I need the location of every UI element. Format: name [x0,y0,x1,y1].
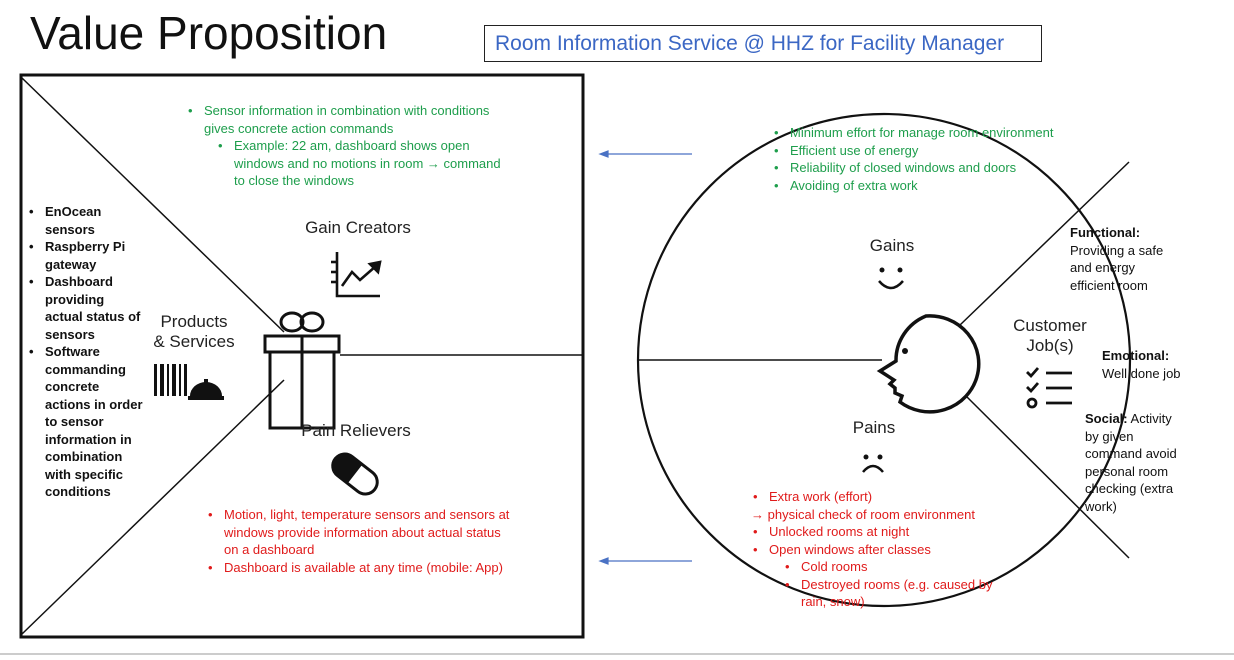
subtitle: Room Information Service @ HHZ for Facil… [495,32,1005,55]
social-label: Social: [1085,411,1128,426]
products-list: EnOcean sensors Raspberry Pi gateway Das… [27,203,145,501]
pain-relievers-list: Motion, light, temperature sensors and s… [206,506,516,576]
product-item: Dashboard providing actual status of sen… [27,273,145,343]
pain-relievers-label: Pain Relievers [301,421,411,440]
emotional-job: Emotional: Well done job [1102,347,1202,382]
face-icon [876,314,981,414]
circle-diagonal-bottom [964,394,1130,559]
gain-creator-item: Sensor information in combination with c… [186,102,506,137]
pain-reliever-item: Dashboard is available at any time (mobi… [206,559,516,577]
barcode-bell-icon [154,364,224,400]
social-text: Activity by given command avoid personal… [1085,411,1177,514]
checklist-icon [1026,367,1072,409]
social-job: Social: Activity by given command avoid … [1085,410,1185,515]
emotional-text: Well done job [1102,365,1181,381]
page-title: Value Proposition [30,7,388,59]
jobs-label-line1: Customer [1013,316,1087,335]
products-services-label: Products & Services [146,312,242,352]
chart-up-icon [331,252,382,298]
functional-label: Functional: [1070,225,1141,240]
product-item: EnOcean sensors [27,203,145,238]
pill-icon [331,452,379,496]
pains-list: Extra work (effort) → physical check of … [751,488,1051,611]
diagonal-top [21,77,285,333]
product-item: Raspberry Pi gateway [27,238,145,273]
pain-item: Extra work (effort) [751,488,1051,506]
pain-item: Open windows after classes [751,541,1051,559]
pain-subitem: Destroyed rooms (e.g. caused by rain, sn… [783,576,1018,611]
gain-arrow [598,150,692,158]
gain-creators-list: Sensor information in combination with c… [186,102,506,190]
gain-item: Avoiding of extra work [772,177,1112,195]
products-label-line2: & Services [153,332,235,351]
pain-arrow [598,557,692,565]
gain-item: Efficient use of energy [772,142,1112,160]
value-map-square [19,73,585,639]
gains-list: Minimum effort for manage room environme… [772,124,1112,194]
subtitle-box: Room Information Service @ HHZ for Facil… [484,25,1042,62]
pain-arrow-line: → physical check of room environment [751,506,975,522]
gain-item: Minimum effort for manage room environme… [772,124,1112,142]
gain-creators-label: Gain Creators [305,218,411,237]
product-item: Software commanding concrete actions in … [27,343,145,501]
functional-job: Functional: Providing a safe and energy … [1070,224,1180,294]
gain-item: Reliability of closed windows and doors [772,159,1112,177]
sad-icon [862,454,884,473]
emotional-label: Emotional: [1102,348,1170,363]
functional-text: Providing a safe and energy efficient ro… [1070,242,1164,293]
gains-label: Gains [869,236,915,255]
pain-subitem: Cold rooms [783,558,1018,576]
products-label-line1: Products [160,312,228,331]
pains-label: Pains [852,418,896,437]
smile-icon [878,267,904,290]
gain-creator-subitem: Example: 22 am, dashboard shows open win… [216,137,506,190]
pain-reliever-item: Motion, light, temperature sensors and s… [206,506,516,559]
jobs-label-line2: Job(s) [1026,336,1074,355]
gift-icon [263,311,341,430]
diagonal-bottom [21,379,285,635]
customer-jobs-label: Customer Job(s) [1000,316,1100,356]
pain-item: Unlocked rooms at night [751,523,1051,541]
